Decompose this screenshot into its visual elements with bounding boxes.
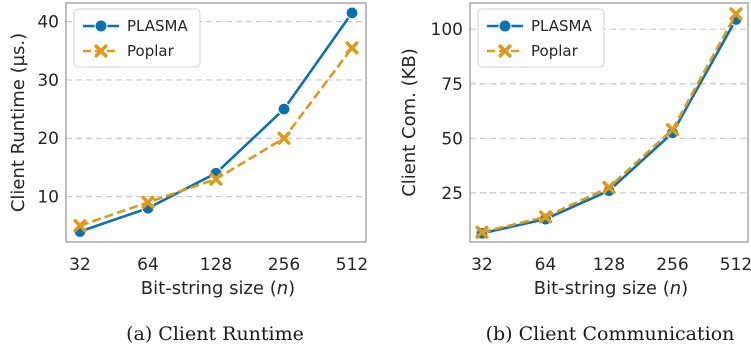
data-point-poplar — [602, 180, 616, 195]
legend-marker — [498, 44, 512, 58]
plot-frame — [65, 2, 367, 243]
legend: PLASMA Poplar — [477, 8, 605, 68]
data-point-poplar — [73, 219, 87, 233]
x-tick-label: 512 — [336, 255, 368, 275]
data-point-poplar — [729, 7, 743, 21]
data-point-poplar — [277, 131, 291, 145]
y-axis-label: Client Runtime (µs.) — [8, 33, 29, 212]
x-tick-label: 32 — [471, 255, 493, 275]
x-axis-label: Bit-string size (n) — [534, 278, 688, 299]
legend-marker — [94, 44, 108, 58]
y-tick-label: 100 — [431, 20, 463, 40]
y-axis-label: Client Com. (KB) — [399, 48, 420, 197]
data-point-poplar — [141, 195, 155, 209]
x-tick-label: 64 — [137, 255, 159, 275]
data-point-poplar — [665, 122, 680, 137]
x-axis-label: Bit-string size (n) — [141, 278, 295, 299]
data-point-poplar — [345, 41, 359, 55]
x-tick-label: 128 — [593, 255, 625, 275]
legend-label: Poplar — [127, 42, 175, 60]
y-tick-label: 50 — [441, 129, 463, 149]
y-tick-label: 75 — [441, 75, 463, 95]
x-tick-label: 512 — [720, 255, 751, 275]
figure-caption: (a) Client Runtime — [126, 323, 304, 345]
series-line-poplar — [79, 47, 354, 227]
x-tick-label: 64 — [535, 255, 557, 275]
legend-label: PLASMA — [127, 17, 188, 35]
chart-client-communication: 25 50 75 100 32 64 128 256 512 Bit-string size (n… — [399, 2, 751, 345]
data-point-plasma — [277, 102, 291, 116]
x-tick-label: 128 — [200, 255, 232, 275]
data-point-poplar — [475, 225, 489, 239]
legend-marker — [94, 19, 108, 33]
legend: PLASMA Poplar — [73, 8, 201, 68]
figure-caption: (b) Client Communication — [486, 323, 735, 345]
plot-frame — [469, 2, 749, 243]
y-tick-label: 30 — [37, 71, 59, 91]
data-point-plasma — [345, 6, 359, 20]
legend-label: PLASMA — [531, 17, 592, 35]
data-point-poplar — [538, 210, 553, 224]
data-point-plasma — [665, 126, 680, 140]
chart-client-runtime: 10 20 30 40 32 64 128 256 512 Bit-string size (n)… — [8, 2, 368, 345]
x-tick-label: 256 — [268, 255, 300, 275]
legend-marker — [498, 19, 512, 33]
y-tick-label: 20 — [37, 129, 59, 149]
x-tick-label: 256 — [656, 255, 688, 275]
y-tick-label: 10 — [37, 188, 59, 208]
data-point-poplar — [209, 172, 223, 186]
y-tick-label: 25 — [441, 184, 463, 204]
y-tick-label: 40 — [37, 13, 59, 33]
x-tick-label: 32 — [69, 255, 91, 275]
legend-label: Poplar — [531, 42, 579, 60]
